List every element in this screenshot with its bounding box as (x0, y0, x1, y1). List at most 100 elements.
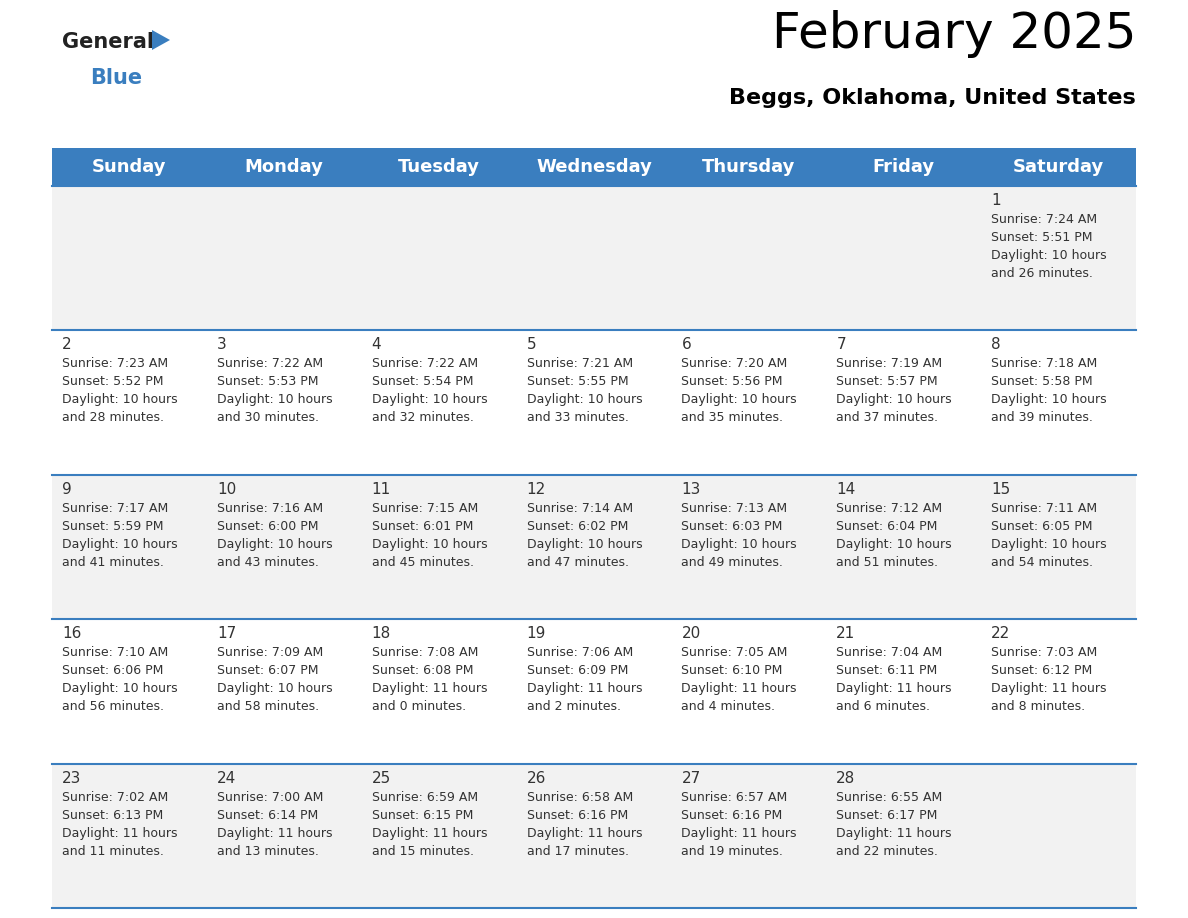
Text: Sunset: 5:54 PM: Sunset: 5:54 PM (372, 375, 473, 388)
Bar (52, 475, 1136, 620)
Text: 10: 10 (217, 482, 236, 497)
Text: and 32 minutes.: and 32 minutes. (372, 411, 474, 424)
Text: 17: 17 (217, 626, 236, 641)
Text: 24: 24 (217, 770, 236, 786)
Text: and 6 minutes.: and 6 minutes. (836, 700, 930, 713)
Text: Sunrise: 6:59 AM: Sunrise: 6:59 AM (372, 790, 478, 803)
Text: Sunset: 6:15 PM: Sunset: 6:15 PM (372, 809, 473, 822)
Text: Sunset: 6:12 PM: Sunset: 6:12 PM (991, 665, 1093, 677)
Text: 14: 14 (836, 482, 855, 497)
Text: and 26 minutes.: and 26 minutes. (991, 267, 1093, 280)
Text: Sunrise: 7:11 AM: Sunrise: 7:11 AM (991, 502, 1098, 515)
Text: and 30 minutes.: and 30 minutes. (217, 411, 318, 424)
Text: and 17 minutes.: and 17 minutes. (526, 845, 628, 857)
Text: 1: 1 (991, 193, 1000, 208)
Text: and 28 minutes.: and 28 minutes. (62, 411, 164, 424)
Text: Daylight: 11 hours: Daylight: 11 hours (372, 826, 487, 840)
Text: Sunset: 5:53 PM: Sunset: 5:53 PM (217, 375, 318, 388)
Text: Sunrise: 7:04 AM: Sunrise: 7:04 AM (836, 646, 942, 659)
Text: Sunset: 6:07 PM: Sunset: 6:07 PM (217, 665, 318, 677)
Text: Sunrise: 7:18 AM: Sunrise: 7:18 AM (991, 357, 1098, 370)
Text: Tuesday: Tuesday (398, 158, 480, 176)
Text: and 56 minutes.: and 56 minutes. (62, 700, 164, 713)
Text: Daylight: 10 hours: Daylight: 10 hours (526, 538, 643, 551)
Text: 21: 21 (836, 626, 855, 641)
Text: Sunset: 6:16 PM: Sunset: 6:16 PM (682, 809, 783, 822)
Text: and 37 minutes.: and 37 minutes. (836, 411, 939, 424)
Text: Daylight: 10 hours: Daylight: 10 hours (372, 538, 487, 551)
Text: Sunrise: 7:03 AM: Sunrise: 7:03 AM (991, 646, 1098, 659)
Text: Sunset: 5:56 PM: Sunset: 5:56 PM (682, 375, 783, 388)
Text: Monday: Monday (245, 158, 323, 176)
Text: and 35 minutes.: and 35 minutes. (682, 411, 783, 424)
Text: and 58 minutes.: and 58 minutes. (217, 700, 320, 713)
Text: Daylight: 11 hours: Daylight: 11 hours (991, 682, 1107, 695)
Bar (52, 148, 1136, 186)
Text: 6: 6 (682, 338, 691, 353)
Text: Sunset: 6:14 PM: Sunset: 6:14 PM (217, 809, 318, 822)
Text: Daylight: 10 hours: Daylight: 10 hours (62, 682, 178, 695)
Text: Sunrise: 7:22 AM: Sunrise: 7:22 AM (372, 357, 478, 370)
Text: Sunrise: 7:12 AM: Sunrise: 7:12 AM (836, 502, 942, 515)
Text: 5: 5 (526, 338, 536, 353)
Text: Daylight: 11 hours: Daylight: 11 hours (62, 826, 177, 840)
Text: Sunrise: 7:00 AM: Sunrise: 7:00 AM (217, 790, 323, 803)
Text: Sunset: 5:59 PM: Sunset: 5:59 PM (62, 520, 164, 532)
Text: Daylight: 10 hours: Daylight: 10 hours (991, 394, 1107, 407)
Text: Sunrise: 6:58 AM: Sunrise: 6:58 AM (526, 790, 633, 803)
Text: 15: 15 (991, 482, 1010, 497)
Text: and 45 minutes.: and 45 minutes. (372, 555, 474, 569)
Text: and 49 minutes.: and 49 minutes. (682, 555, 783, 569)
Text: 3: 3 (217, 338, 227, 353)
Text: Sunrise: 7:02 AM: Sunrise: 7:02 AM (62, 790, 169, 803)
Text: and 33 minutes.: and 33 minutes. (526, 411, 628, 424)
Text: Daylight: 10 hours: Daylight: 10 hours (62, 394, 178, 407)
Text: and 0 minutes.: and 0 minutes. (372, 700, 466, 713)
Text: Sunset: 6:08 PM: Sunset: 6:08 PM (372, 665, 473, 677)
Text: 8: 8 (991, 338, 1000, 353)
Text: and 54 minutes.: and 54 minutes. (991, 555, 1093, 569)
Text: Daylight: 11 hours: Daylight: 11 hours (372, 682, 487, 695)
Text: Sunrise: 7:15 AM: Sunrise: 7:15 AM (372, 502, 478, 515)
Text: Sunrise: 7:16 AM: Sunrise: 7:16 AM (217, 502, 323, 515)
Text: Sunset: 6:05 PM: Sunset: 6:05 PM (991, 520, 1093, 532)
Text: Sunset: 6:17 PM: Sunset: 6:17 PM (836, 809, 937, 822)
Text: and 19 minutes.: and 19 minutes. (682, 845, 783, 857)
Text: Sunrise: 7:22 AM: Sunrise: 7:22 AM (217, 357, 323, 370)
Text: 25: 25 (372, 770, 391, 786)
Text: 7: 7 (836, 338, 846, 353)
Text: 4: 4 (372, 338, 381, 353)
Text: 9: 9 (62, 482, 71, 497)
Text: and 2 minutes.: and 2 minutes. (526, 700, 620, 713)
Text: Sunrise: 7:10 AM: Sunrise: 7:10 AM (62, 646, 169, 659)
Text: Daylight: 10 hours: Daylight: 10 hours (682, 394, 797, 407)
Text: Sunset: 6:10 PM: Sunset: 6:10 PM (682, 665, 783, 677)
Text: Sunrise: 7:13 AM: Sunrise: 7:13 AM (682, 502, 788, 515)
Text: Sunset: 6:13 PM: Sunset: 6:13 PM (62, 809, 163, 822)
Text: and 13 minutes.: and 13 minutes. (217, 845, 318, 857)
Text: Sunrise: 7:14 AM: Sunrise: 7:14 AM (526, 502, 633, 515)
Text: 28: 28 (836, 770, 855, 786)
Text: Sunrise: 7:09 AM: Sunrise: 7:09 AM (217, 646, 323, 659)
Text: and 8 minutes.: and 8 minutes. (991, 700, 1086, 713)
Text: Daylight: 11 hours: Daylight: 11 hours (836, 682, 952, 695)
Bar (52, 330, 1136, 475)
Text: 2: 2 (62, 338, 71, 353)
Text: Sunset: 6:01 PM: Sunset: 6:01 PM (372, 520, 473, 532)
Bar (52, 186, 1136, 330)
Text: Daylight: 11 hours: Daylight: 11 hours (836, 826, 952, 840)
Text: 27: 27 (682, 770, 701, 786)
Text: and 47 minutes.: and 47 minutes. (526, 555, 628, 569)
Text: and 22 minutes.: and 22 minutes. (836, 845, 939, 857)
Text: Daylight: 10 hours: Daylight: 10 hours (217, 682, 333, 695)
Text: Sunrise: 7:08 AM: Sunrise: 7:08 AM (372, 646, 478, 659)
Text: Sunset: 6:02 PM: Sunset: 6:02 PM (526, 520, 628, 532)
Text: and 51 minutes.: and 51 minutes. (836, 555, 939, 569)
Text: 19: 19 (526, 626, 546, 641)
Text: Sunset: 6:03 PM: Sunset: 6:03 PM (682, 520, 783, 532)
Text: Daylight: 10 hours: Daylight: 10 hours (836, 538, 952, 551)
Text: Sunrise: 7:17 AM: Sunrise: 7:17 AM (62, 502, 169, 515)
Text: Sunrise: 7:24 AM: Sunrise: 7:24 AM (991, 213, 1098, 226)
Text: Daylight: 11 hours: Daylight: 11 hours (682, 826, 797, 840)
Text: General: General (62, 32, 154, 52)
